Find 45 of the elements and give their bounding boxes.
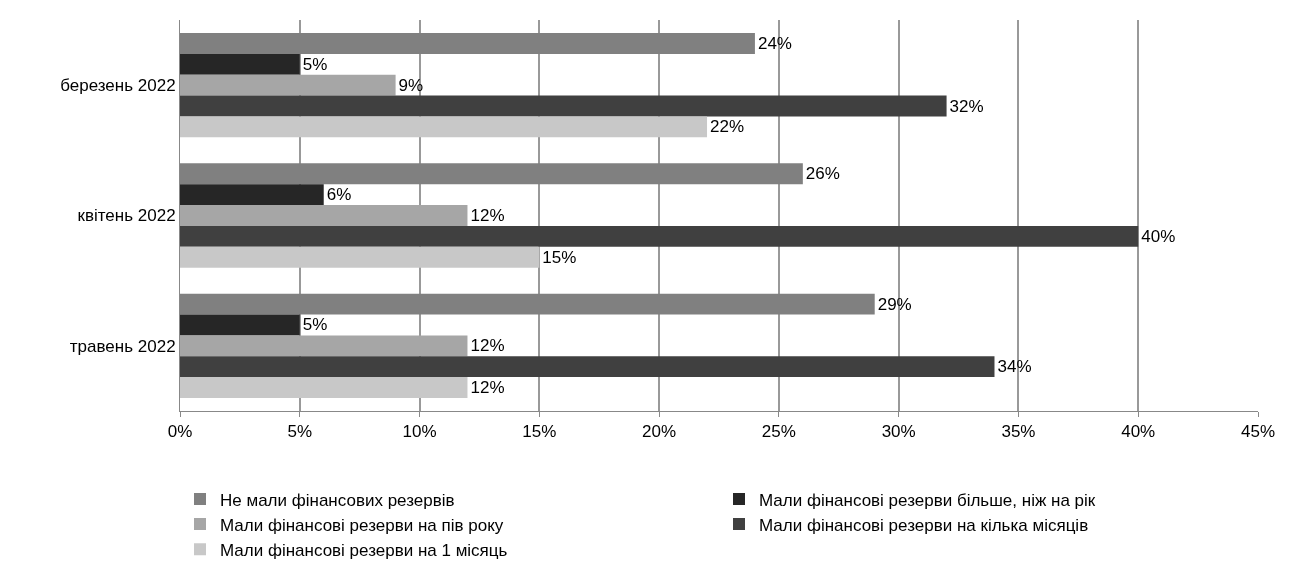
bar — [180, 74, 396, 96]
bar — [180, 377, 468, 398]
legend-label: Мали фінансові резерви на 1 місяць — [220, 540, 508, 560]
bar — [180, 184, 324, 206]
data-label: 5% — [302, 315, 328, 335]
data-label: 26% — [805, 164, 840, 184]
bar — [180, 95, 947, 117]
x-tick-label: 40% — [1121, 422, 1156, 442]
x-tick-label: 5% — [287, 422, 313, 442]
data-label: 15% — [542, 247, 577, 267]
bar — [180, 205, 468, 226]
bar — [180, 116, 708, 138]
data-label: 12% — [470, 336, 505, 356]
x-tick-label: 25% — [761, 422, 796, 442]
bar — [180, 53, 300, 75]
data-label: 5% — [302, 54, 328, 74]
data-label: 22% — [710, 117, 745, 137]
bar — [180, 246, 540, 268]
x-tick-label: 15% — [522, 422, 557, 442]
data-label: 40% — [1141, 226, 1176, 246]
bar — [180, 356, 995, 378]
x-tick-label: 35% — [1001, 422, 1036, 442]
data-label: 29% — [877, 294, 912, 314]
legend-label: Мали фінансові резерви на пів року — [220, 515, 504, 535]
x-tick-label: 10% — [402, 422, 437, 442]
legend-label: Мали фінансові резерви більше, ніж на рік — [759, 490, 1096, 510]
bar — [180, 225, 1139, 247]
data-label: 34% — [997, 357, 1032, 377]
data-label: 12% — [470, 378, 505, 398]
x-tick-label: 45% — [1240, 422, 1276, 442]
bar — [180, 314, 300, 336]
y-tick-label: квітень 2022 — [77, 206, 176, 226]
data-label: 24% — [757, 33, 792, 53]
x-tick-label: 0% — [167, 422, 193, 442]
y-tick-label: березень 2022 — [60, 76, 176, 96]
legend-label: Не мали фінансових резервів — [220, 490, 455, 510]
data-label: 12% — [470, 206, 505, 225]
x-tick-label: 30% — [881, 422, 916, 442]
x-tick-label: 20% — [642, 422, 677, 442]
data-label: 9% — [398, 75, 424, 95]
data-label: 6% — [326, 185, 352, 205]
y-tick-label: травень 2022 — [69, 336, 176, 356]
bar — [180, 335, 468, 357]
legend-label: Мали фінансові резерви на кілька місяців — [759, 515, 1089, 535]
data-label: 32% — [949, 96, 984, 116]
